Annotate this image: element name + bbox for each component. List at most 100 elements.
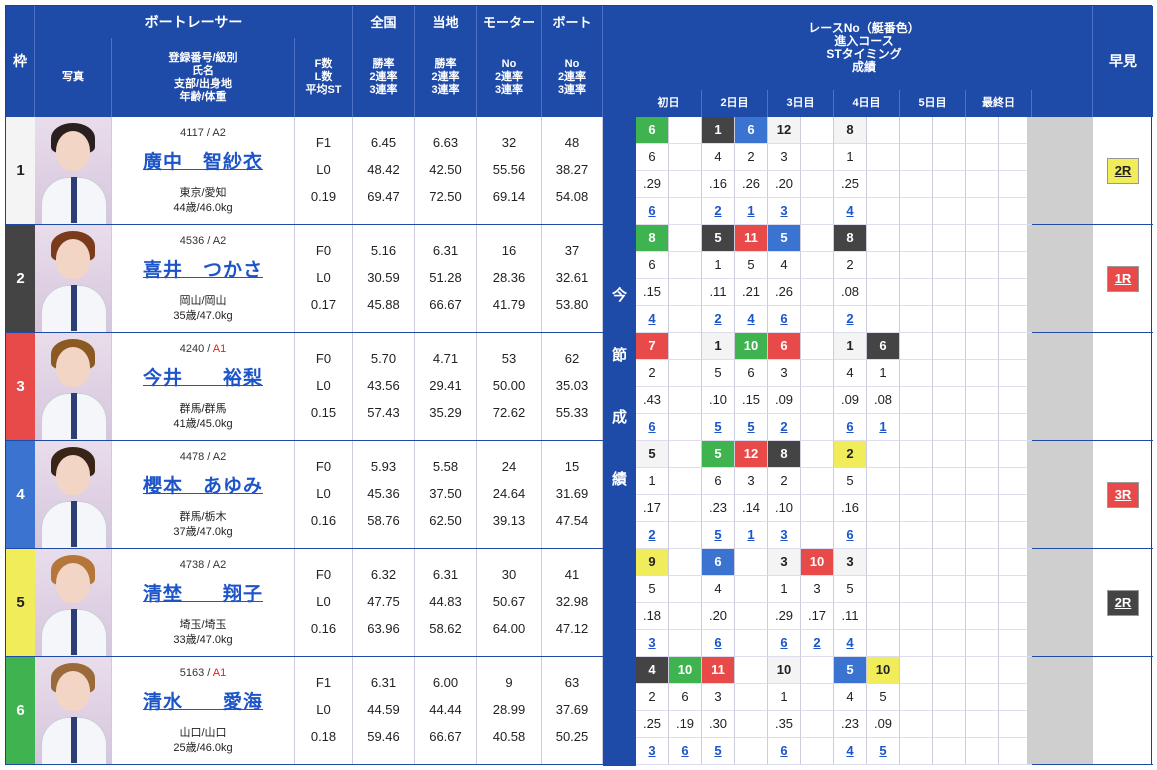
race-no: 12 <box>776 122 792 137</box>
racer-name-link[interactable]: 清埜 翔子 <box>142 584 263 605</box>
stat-t3: 66.67 <box>429 729 462 744</box>
result-cell <box>669 576 702 603</box>
hayami-link[interactable]: 2R <box>1107 589 1139 616</box>
result-link[interactable]: 6 <box>780 311 788 326</box>
result-cell <box>900 441 933 468</box>
result-cell: .25 <box>636 711 669 738</box>
result-cell: 6 <box>834 522 867 549</box>
result-link[interactable]: 6 <box>780 743 788 758</box>
result-link[interactable]: 3 <box>648 743 656 758</box>
racer-name-link[interactable]: 櫻本 あゆみ <box>142 476 263 497</box>
result-link[interactable]: 2 <box>714 311 722 326</box>
result-link[interactable]: 3 <box>780 203 788 218</box>
result-cell: 3 <box>636 738 669 765</box>
racer-branch: 埼玉/埼玉 <box>179 619 227 631</box>
result-link[interactable]: 2 <box>648 527 656 542</box>
hayami-link[interactable]: 2R <box>1107 157 1139 184</box>
result-cell <box>933 117 966 144</box>
result-cell: .18 <box>636 603 669 630</box>
result-cell <box>669 549 702 576</box>
stat-tw: 6.31 <box>432 567 459 582</box>
result-link[interactable]: 6 <box>681 743 689 758</box>
result-cell <box>669 468 702 495</box>
result-cell <box>801 441 834 468</box>
stat-cell: F1 L0 0.19 <box>295 117 353 224</box>
result-link[interactable]: 3 <box>648 635 656 650</box>
result-link[interactable]: 4 <box>747 311 755 326</box>
result-cell <box>900 495 933 522</box>
result-cell <box>801 117 834 144</box>
result-link[interactable]: 4 <box>648 311 656 326</box>
stat-cell: 41 32.98 47.12 <box>542 549 603 656</box>
result-cell <box>900 711 933 738</box>
race-no: 6 <box>747 122 755 137</box>
result-link[interactable]: 2 <box>813 635 821 650</box>
result-cell: 12 <box>735 441 768 468</box>
racer-age-weight: 35歳/47.0kg <box>173 310 233 322</box>
result-link[interactable]: 4 <box>846 743 854 758</box>
racer-name-link[interactable]: 廣中 智紗衣 <box>142 152 263 173</box>
st-timing: .17 <box>642 500 662 515</box>
result-cell <box>966 225 999 252</box>
result-link[interactable]: 5 <box>714 743 722 758</box>
result-cell: 6 <box>735 360 768 387</box>
result-link[interactable]: 6 <box>846 527 854 542</box>
racer-photo <box>35 117 112 224</box>
result-link[interactable]: 6 <box>648 203 656 218</box>
result-cell <box>801 468 834 495</box>
hayami-link[interactable]: 3R <box>1107 481 1139 508</box>
result-link[interactable]: 2 <box>780 419 788 434</box>
result-link[interactable]: 6 <box>648 419 656 434</box>
race-no: 1 <box>714 338 722 353</box>
result-link[interactable]: 1 <box>747 203 755 218</box>
racer-name-link[interactable]: 喜井 つかさ <box>142 260 263 281</box>
race-no: 5 <box>648 446 656 461</box>
result-cell <box>801 333 834 360</box>
stat-t2: 29.41 <box>429 378 462 393</box>
result-cell: .43 <box>636 387 669 414</box>
stat-z3: 58.76 <box>367 513 400 528</box>
result-cell: 2 <box>702 306 735 333</box>
result-cell: .09 <box>834 387 867 414</box>
result-cell: 4 <box>702 144 735 171</box>
stat-l: L0 <box>316 702 331 717</box>
course: 1 <box>648 473 656 488</box>
hayami-link[interactable]: 1R <box>1107 265 1139 292</box>
result-link[interactable]: 5 <box>714 527 722 542</box>
racer-name-link[interactable]: 清水 愛海 <box>142 692 263 713</box>
photo-header: 写真 <box>35 38 112 117</box>
racer-name-link[interactable]: 今井 裕梨 <box>142 368 263 389</box>
racer-info: 4478 / A2 櫻本 あゆみ 群馬/栃木 37歳/47.0kg <box>112 441 295 548</box>
result-cell <box>933 333 966 360</box>
result-cell <box>801 657 834 684</box>
result-link[interactable]: 4 <box>846 635 854 650</box>
result-cell: 10 <box>801 549 834 576</box>
result-link[interactable]: 6 <box>846 419 854 434</box>
race-no: 5 <box>714 230 722 245</box>
result-cell: 2 <box>636 522 669 549</box>
result-cell <box>966 171 999 198</box>
stat-bno: 15 <box>564 459 580 474</box>
result-cell: 1 <box>768 576 801 603</box>
result-cell: .08 <box>867 387 900 414</box>
result-link[interactable]: 5 <box>714 419 722 434</box>
hayami-cell <box>1093 333 1153 440</box>
result-link[interactable]: 2 <box>714 203 722 218</box>
result-link[interactable]: 5 <box>747 419 755 434</box>
result-cell: .29 <box>768 603 801 630</box>
result-cell <box>933 630 966 657</box>
result-link[interactable]: 3 <box>780 527 788 542</box>
result-link[interactable]: 6 <box>780 635 788 650</box>
result-link[interactable]: 6 <box>714 635 722 650</box>
stat-zw: 6.31 <box>370 675 397 690</box>
stat-tw: 4.71 <box>432 351 459 366</box>
result-cell: 6 <box>702 549 735 576</box>
result-link[interactable]: 4 <box>846 203 854 218</box>
stat-b2: 38.27 <box>555 162 589 177</box>
result-link[interactable]: 1 <box>747 527 755 542</box>
stat-z3: 45.88 <box>367 297 400 312</box>
stat-cell: 6.63 42.50 72.50 <box>415 117 477 224</box>
result-link[interactable]: 1 <box>879 419 887 434</box>
result-link[interactable]: 5 <box>879 743 887 758</box>
result-link[interactable]: 2 <box>846 311 854 326</box>
